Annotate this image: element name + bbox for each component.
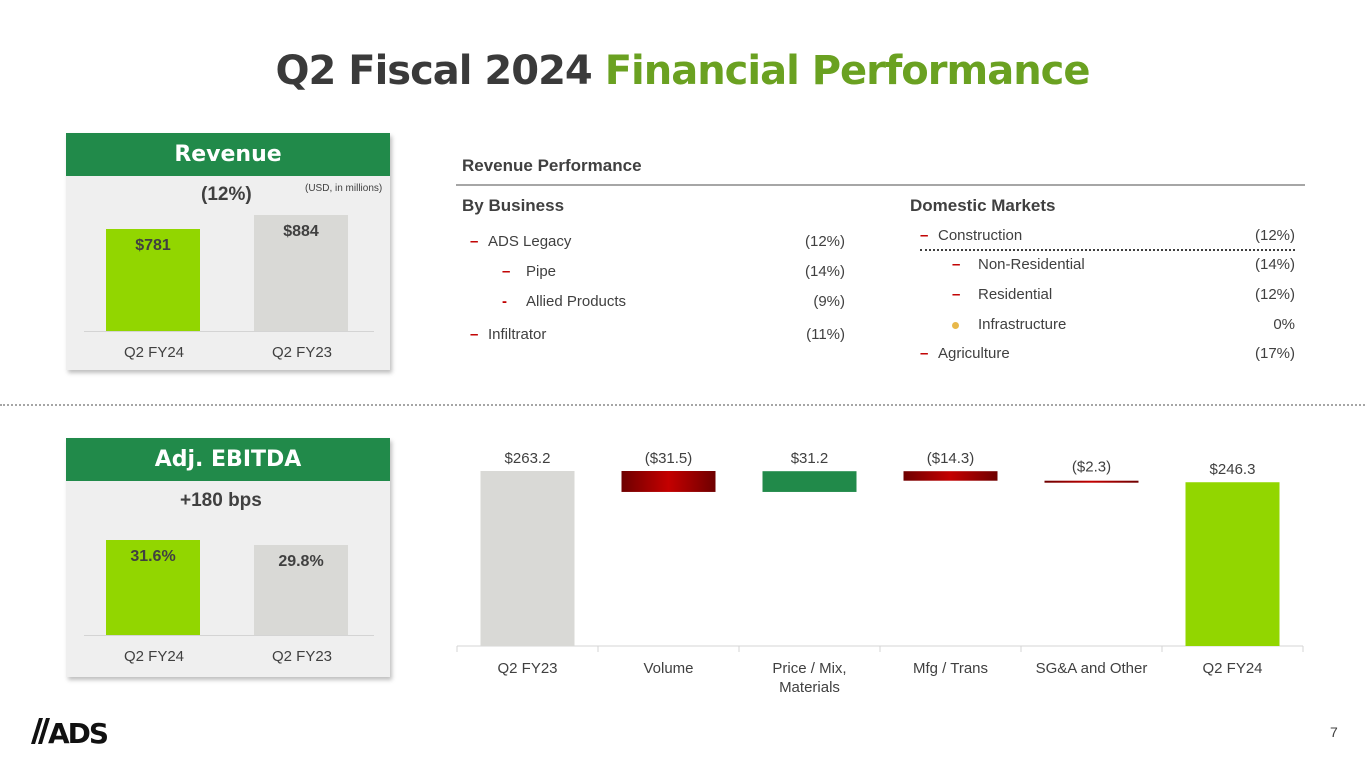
ebitda-change: +180 bps [180, 490, 262, 511]
dash-icon: – [470, 326, 479, 343]
title-main: Q2 Fiscal 2024 [275, 48, 592, 94]
business-row-value: (9%) [813, 293, 845, 310]
revenue-performance-rule [456, 184, 1305, 186]
revenue-performance-title: Revenue Performance [462, 156, 642, 175]
ebitda-bar-label-q2fy24: 31.6% [130, 548, 176, 565]
ads-logo: ADS [31, 717, 110, 747]
dash-icon: – [502, 263, 511, 280]
dash-icon: - [502, 293, 507, 310]
waterfall-bar [621, 471, 716, 492]
domestic-markets-heading: Domestic Markets [910, 196, 1056, 215]
page-number: 7 [1330, 724, 1338, 740]
business-row-label: Infiltrator [488, 326, 547, 343]
business-row-pipe: – Pipe (14%) [502, 263, 845, 283]
business-row-allied-products: - Allied Products (9%) [502, 293, 845, 313]
revenue-bar-q2fy24 [106, 228, 200, 331]
market-row-label: Infrastructure [978, 316, 1067, 333]
section-divider [0, 404, 1365, 406]
waterfall-data-label: $31.2 [791, 450, 829, 467]
ebitda-category-q2fy23: Q2 FY23 [271, 648, 333, 665]
ebitda-panel: Adj. EBITDA +180 bps 31.6% 29.8% Q2 FY24… [66, 438, 390, 677]
ebitda-axis [84, 635, 374, 636]
logo-text: ADS [48, 717, 108, 747]
ebitda-bar-q2fy23 [254, 545, 348, 635]
waterfall-bar [1044, 480, 1139, 483]
waterfall-data-label: ($14.3) [927, 450, 975, 467]
waterfall-data-label: ($31.5) [645, 450, 693, 467]
business-row-infiltrator: – Infiltrator (11%) [470, 326, 845, 346]
market-row-value: (14%) [1254, 256, 1295, 273]
market-row-value: 0% [1273, 316, 1295, 333]
dash-icon: – [952, 256, 961, 273]
ebitda-category-q2fy24: Q2 FY24 [123, 648, 185, 665]
dash-icon: – [952, 286, 961, 303]
market-row-value: (17%) [1254, 345, 1295, 362]
business-row-value: (12%) [804, 233, 845, 250]
waterfall-category-label: Mfg / Trans [913, 660, 988, 677]
waterfall-data-label: ($2.3) [1072, 459, 1111, 476]
market-row-label: Non-Residential [978, 256, 1085, 273]
ebitda-panel-header: Adj. EBITDA [66, 438, 390, 481]
market-row-agriculture: – Agriculture (17%) [920, 345, 1295, 365]
by-business-heading: By Business [462, 196, 565, 215]
waterfall-category-label: SG&A and Other [1036, 660, 1148, 677]
dash-icon: – [470, 233, 479, 250]
market-row-label: Construction [938, 227, 1023, 244]
waterfall-data-label: $246.3 [1210, 461, 1256, 478]
revenue-category-q2fy23: Q2 FY23 [271, 344, 333, 361]
business-row-value: (14%) [804, 263, 845, 280]
dash-icon: – [920, 345, 929, 362]
waterfall-category-label: Volume [643, 660, 693, 677]
revenue-panel-header: Revenue [66, 133, 390, 176]
market-row-value: (12%) [1254, 227, 1295, 244]
business-row-label: Pipe [526, 263, 557, 280]
revenue-bar-label-q2fy24: $781 [135, 236, 171, 254]
construction-divider [920, 249, 1295, 251]
waterfall-category-label: Q2 FY24 [1202, 660, 1262, 677]
market-row-infrastructure: Infrastructure 0% [952, 316, 1295, 336]
revenue-axis [84, 331, 374, 332]
ebitda-bar-q2fy24 [106, 540, 200, 635]
ebitda-bar-label-q2fy23: 29.8% [278, 553, 324, 571]
waterfall-bar [903, 471, 998, 481]
page-title: Q2 Fiscal 2024 Financial Performance [0, 48, 1365, 94]
waterfall-bar [480, 471, 575, 646]
waterfall-data-label: $263.2 [505, 450, 551, 467]
revenue-bar-label-q2fy23: $884 [283, 223, 319, 240]
revenue-unit-note: (USD, in millions) [305, 183, 383, 194]
business-row-value: (11%) [806, 326, 845, 343]
business-row-label: ADS Legacy [488, 233, 572, 250]
revenue-panel: Revenue (12%) (USD, in millions) $781 $8… [66, 133, 390, 370]
waterfall-bar [762, 471, 857, 492]
revenue-category-q2fy24: Q2 FY24 [123, 344, 185, 361]
waterfall-bar [1185, 482, 1280, 646]
market-row-residential: – Residential (12%) [952, 286, 1295, 306]
dash-icon: – [920, 227, 929, 244]
business-row-ads-legacy: – ADS Legacy (12%) [470, 233, 845, 253]
neutral-dot-icon [952, 322, 959, 329]
market-row-value: (12%) [1254, 286, 1295, 303]
revenue-bar-q2fy23 [254, 215, 348, 331]
waterfall-category-label: Materials [779, 679, 840, 696]
waterfall-category-label: Q2 FY23 [497, 660, 557, 677]
market-row-non-residential: – Non-Residential (14%) [952, 256, 1295, 276]
title-accent: Financial Performance [604, 48, 1091, 94]
market-row-label: Residential [978, 286, 1053, 303]
market-row-construction: – Construction (12%) [920, 227, 1295, 247]
business-row-label: Allied Products [526, 293, 627, 310]
revenue-change: (12%) [201, 184, 252, 205]
market-row-label: Agriculture [938, 345, 1010, 362]
waterfall-category-label: Price / Mix, [772, 660, 846, 677]
